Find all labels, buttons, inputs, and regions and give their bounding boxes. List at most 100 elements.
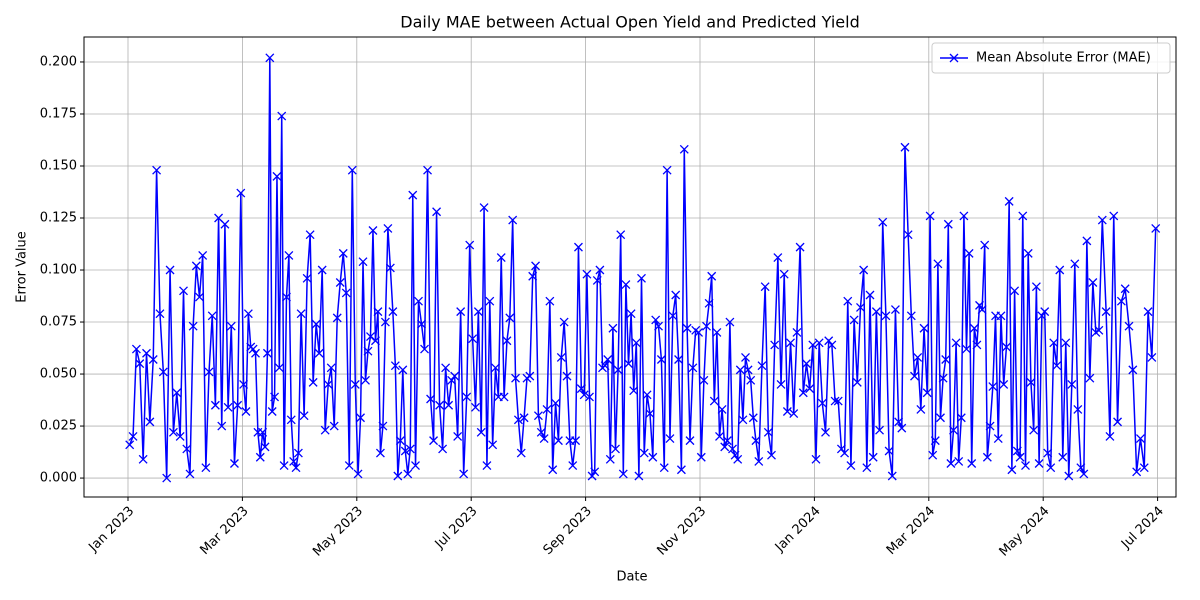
x-tick-label: Jul 2024: [1118, 504, 1167, 553]
point-marker: [320, 425, 330, 435]
point-marker: [179, 286, 188, 296]
point-marker: [910, 371, 919, 381]
point-marker: [977, 305, 987, 315]
point-marker: [782, 407, 792, 416]
point-marker: [656, 355, 666, 364]
point-marker: [946, 459, 956, 468]
x-tick-label: Jan 2023: [85, 504, 137, 556]
point-marker: [682, 323, 692, 333]
point-marker: [258, 427, 268, 437]
point-marker: [279, 461, 289, 471]
point-marker: [943, 219, 953, 229]
point-marker: [152, 165, 162, 175]
point-marker: [894, 417, 904, 427]
legend-label: Mean Absolute Error (MAE): [976, 51, 1151, 66]
point-marker: [1023, 248, 1033, 258]
point-marker: [776, 379, 786, 389]
point-marker: [468, 334, 478, 344]
point-marker: [1120, 284, 1130, 294]
point-marker: [255, 452, 265, 462]
point-marker: [395, 436, 405, 446]
point-marker: [1043, 448, 1053, 458]
legend-marker: [949, 53, 959, 63]
point-marker: [897, 423, 907, 433]
y-tick-label: 0.000: [40, 471, 77, 486]
point-marker: [513, 415, 523, 425]
point-marker: [1049, 338, 1059, 348]
point-marker: [302, 273, 312, 283]
point-marker: [568, 461, 578, 471]
point-marker: [1139, 463, 1149, 473]
point-marker: [370, 336, 380, 346]
point-marker: [226, 321, 236, 331]
point-marker: [383, 223, 393, 233]
point-marker: [933, 259, 943, 269]
point-marker: [786, 338, 796, 348]
point-marker: [239, 379, 249, 389]
point-marker: [988, 382, 998, 391]
point-marker: [582, 269, 592, 279]
point-marker: [1143, 307, 1153, 317]
point-marker: [361, 375, 370, 385]
point-marker: [1021, 461, 1030, 471]
point-marker: [916, 404, 926, 414]
point-marker: [545, 296, 555, 306]
point-marker: [722, 436, 732, 446]
point-marker: [595, 265, 605, 275]
point-marker: [482, 461, 492, 471]
point-marker: [398, 365, 408, 375]
point-marker: [730, 450, 740, 460]
point-marker: [639, 448, 649, 458]
point-marker: [949, 425, 958, 435]
point-marker: [465, 240, 475, 250]
point-marker: [843, 296, 853, 306]
point-marker: [779, 269, 789, 279]
point-marker: [408, 190, 418, 200]
point-marker: [299, 411, 309, 421]
point-marker: [198, 250, 208, 260]
point-marker: [956, 413, 966, 423]
point-marker: [1031, 282, 1041, 292]
point-marker: [388, 307, 398, 317]
point-marker: [223, 402, 233, 412]
point-marker: [368, 226, 378, 235]
point-marker: [859, 265, 869, 275]
point-marker: [471, 402, 480, 412]
point-marker: [332, 313, 342, 323]
point-marker: [551, 398, 561, 408]
point-marker: [930, 436, 940, 446]
point-marker: [229, 459, 239, 468]
point-marker: [286, 415, 296, 425]
point-marker: [985, 421, 995, 431]
point-marker: [185, 469, 195, 479]
point-marker: [1116, 296, 1126, 306]
point-marker: [913, 352, 923, 362]
point-marker: [1082, 236, 1092, 246]
y-axis-label: Error Value: [15, 231, 30, 303]
point-marker: [696, 452, 706, 462]
point-marker: [938, 373, 948, 383]
point-marker: [1105, 431, 1115, 441]
point-marker: [767, 450, 776, 460]
point-marker: [135, 359, 145, 369]
point-marker: [444, 400, 454, 410]
point-marker: [453, 431, 463, 441]
point-marker: [363, 346, 373, 356]
point-marker: [248, 344, 258, 354]
point-marker: [378, 421, 388, 431]
point-marker: [922, 388, 932, 398]
point-marker: [296, 309, 306, 319]
point-marker: [585, 392, 594, 402]
point-marker: [426, 394, 436, 404]
point-marker: [626, 309, 636, 319]
plot-frame: [83, 36, 1177, 498]
point-marker: [576, 384, 586, 394]
point-marker: [757, 361, 767, 371]
point-marker: [645, 409, 655, 419]
point-marker: [1109, 211, 1119, 221]
point-marker: [473, 307, 483, 317]
point-marker: [592, 275, 602, 285]
point-marker: [210, 400, 220, 410]
point-marker: [148, 355, 158, 364]
point-marker: [188, 321, 198, 331]
